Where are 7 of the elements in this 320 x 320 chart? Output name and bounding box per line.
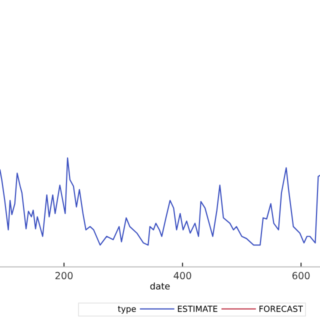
x-tick-label: 400 [174, 272, 192, 280]
legend-label: ESTIMATE [178, 306, 218, 312]
x-tick-label: 600 [292, 272, 310, 280]
x-tick-label: 200 [55, 272, 73, 280]
legend-label: FORECAST [259, 306, 304, 312]
x-axis-title: date [150, 282, 170, 290]
legend-title: type [118, 306, 136, 314]
